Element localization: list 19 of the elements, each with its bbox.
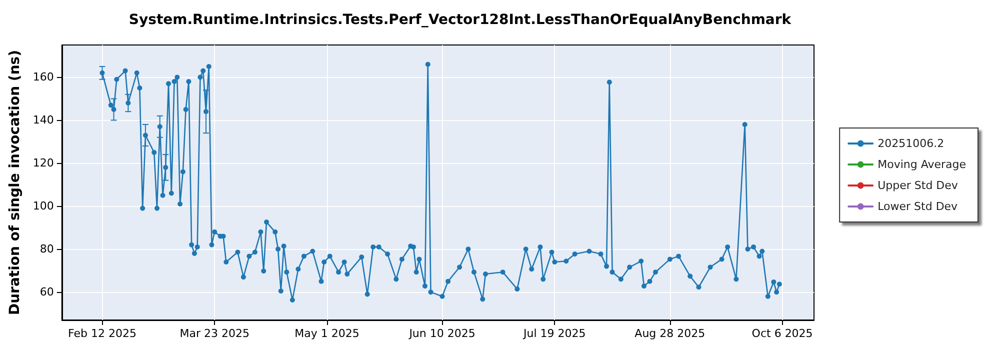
y-tick-label: 100 bbox=[32, 200, 54, 213]
x-tick-label: Oct 6 2025 bbox=[752, 327, 813, 340]
x-tick-label: Mar 23 2025 bbox=[180, 327, 250, 340]
chart-title: System.Runtime.Intrinsics.Tests.Perf_Vector128Int.LessThanOrEqualAnyBenchmark bbox=[128, 12, 792, 28]
y-tick-label: 60 bbox=[40, 286, 54, 299]
y-tick-label: 160 bbox=[32, 70, 54, 84]
x-tick-label: Aug 28 2025 bbox=[634, 327, 706, 340]
y-tick-label: 120 bbox=[32, 156, 54, 170]
legend-label: 20251006.2 bbox=[878, 137, 944, 150]
legend-label: Lower Std Dev bbox=[878, 200, 958, 213]
y-axis-title: Duration of single invocation (ns) bbox=[7, 50, 23, 316]
legend-label: Upper Std Dev bbox=[878, 179, 958, 192]
y-tick-label: 140 bbox=[32, 114, 54, 127]
legend-label: Moving Average bbox=[878, 158, 966, 171]
x-tick-label: Jul 19 2025 bbox=[522, 327, 586, 340]
x-tick-label: Feb 12 2025 bbox=[68, 327, 136, 340]
y-tick-label: 80 bbox=[40, 242, 54, 256]
x-tick-label: Jun 10 2025 bbox=[408, 327, 476, 340]
x-tick-label: May 1 2025 bbox=[294, 327, 360, 340]
